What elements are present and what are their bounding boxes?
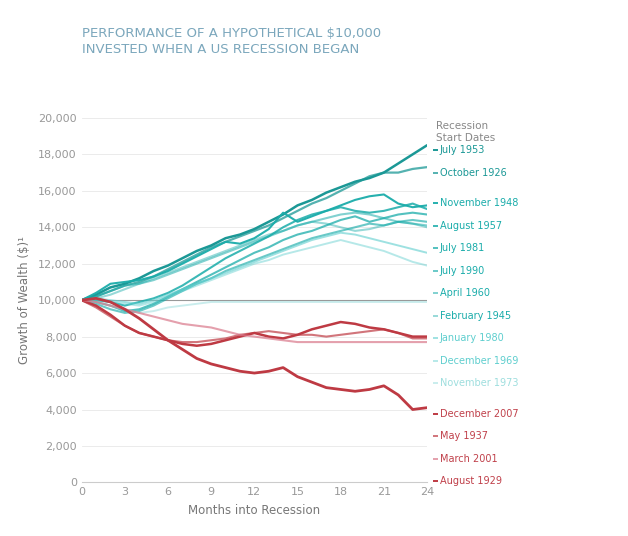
Y-axis label: Growth of Wealth ($)¹: Growth of Wealth ($)¹ — [18, 236, 31, 364]
Text: INVESTED WHEN A US RECESSION BEGAN: INVESTED WHEN A US RECESSION BEGAN — [82, 43, 359, 56]
Text: May 1937: May 1937 — [440, 431, 487, 441]
Text: November 1973: November 1973 — [440, 378, 518, 388]
Text: December 1969: December 1969 — [440, 356, 518, 366]
Text: April 1960: April 1960 — [440, 288, 490, 298]
Text: July 1953: July 1953 — [440, 145, 485, 155]
Text: March 2001: March 2001 — [440, 454, 497, 464]
Text: August 1957: August 1957 — [440, 221, 502, 230]
Text: January 1980: January 1980 — [440, 333, 504, 343]
Text: PERFORMANCE OF A HYPOTHETICAL $10,000: PERFORMANCE OF A HYPOTHETICAL $10,000 — [82, 27, 381, 40]
Text: July 1990: July 1990 — [440, 266, 485, 276]
Text: November 1948: November 1948 — [440, 198, 518, 208]
X-axis label: Months into Recession: Months into Recession — [188, 504, 320, 517]
Text: December 2007: December 2007 — [440, 409, 518, 419]
Text: Recession
Start Dates: Recession Start Dates — [436, 121, 495, 143]
Text: February 1945: February 1945 — [440, 311, 511, 321]
Text: August 1929: August 1929 — [440, 477, 502, 486]
Text: July 1981: July 1981 — [440, 243, 485, 253]
Text: October 1926: October 1926 — [440, 168, 506, 177]
